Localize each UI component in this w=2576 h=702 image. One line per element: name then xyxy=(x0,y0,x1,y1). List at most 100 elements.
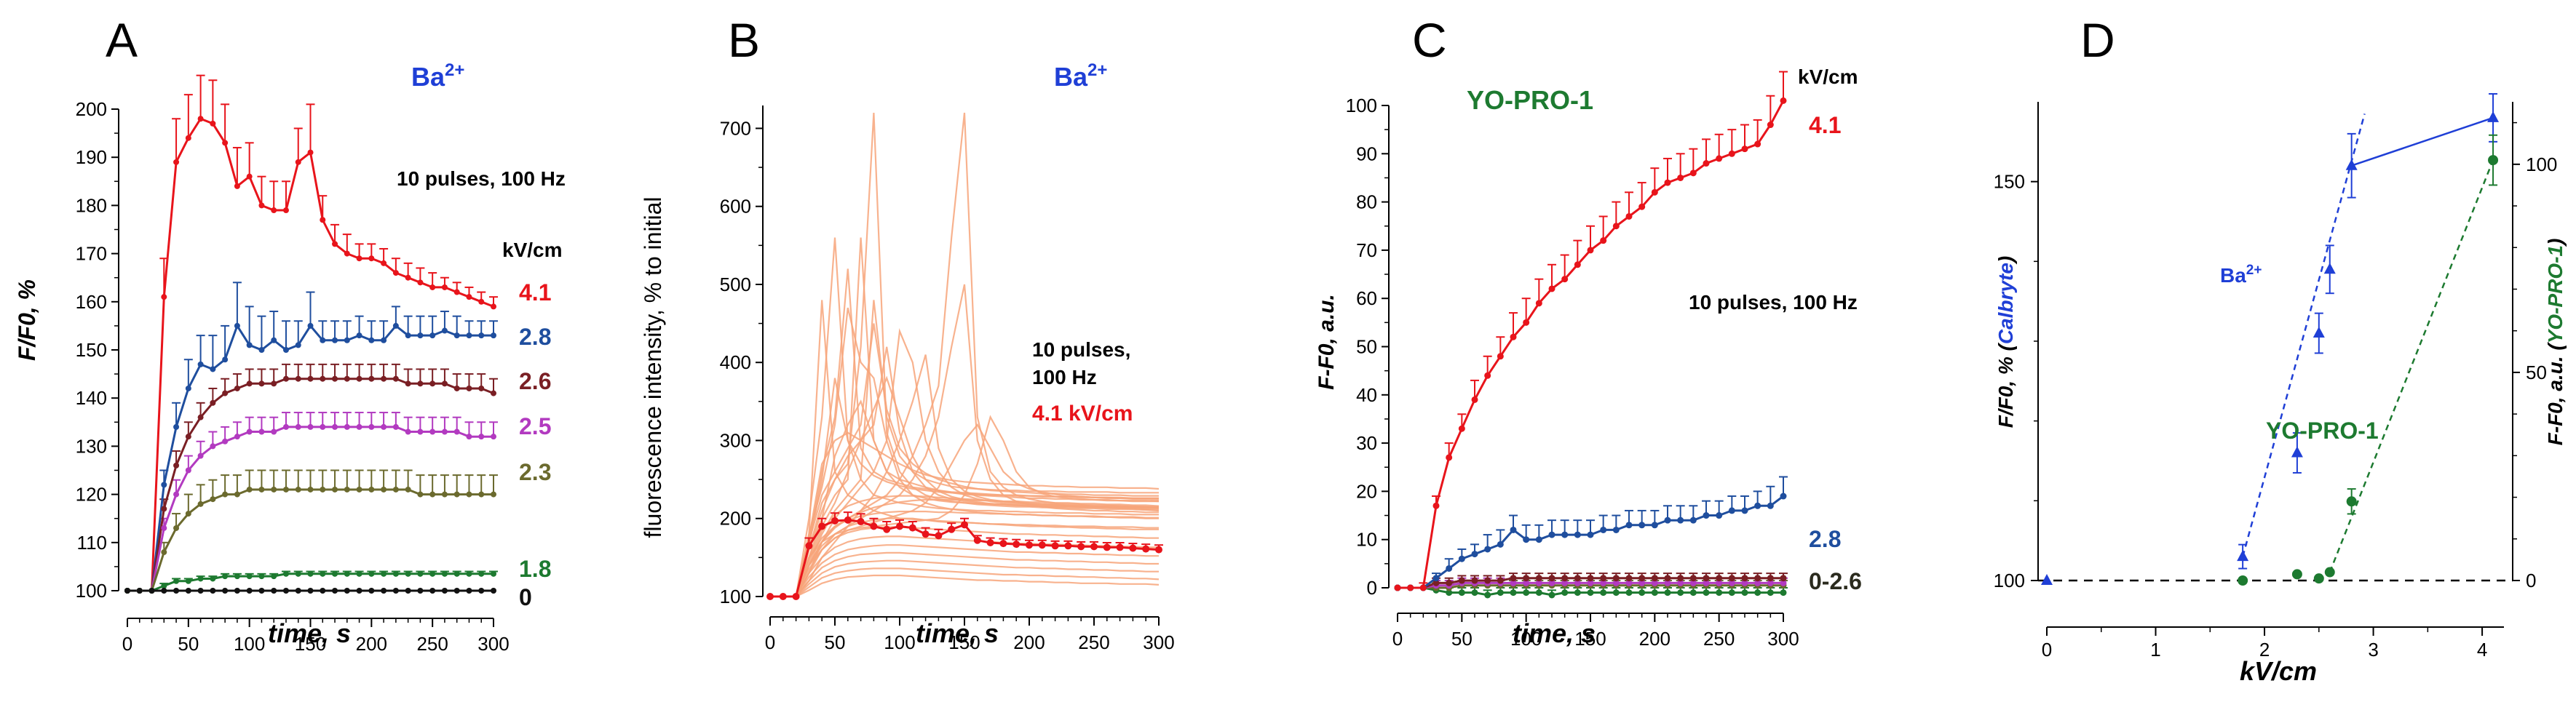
panel-c-series-2-5-point xyxy=(1716,579,1723,586)
panel-a-series-1-8-point xyxy=(271,573,277,580)
panel-c-y-tick-label: 40 xyxy=(1356,384,1377,406)
panel-a-series-2-8-point xyxy=(381,337,387,343)
panel-c-series-4-1-point xyxy=(1419,584,1427,591)
panel-a-series-1-8-point xyxy=(466,570,472,577)
panel-c-series-2-8-point xyxy=(1664,516,1671,524)
panel-b-mean-point xyxy=(935,532,943,540)
panel-b-protocol-line-1: 10 pulses, xyxy=(1032,338,1130,361)
panel-a-series-2-6-point xyxy=(246,380,253,387)
panel-c-axes: 0 50 100 150 200 250 300 0 10 20 30 40 50 60 70 80 90 100 xyxy=(1346,95,1799,650)
panel-a-series-2-3-point xyxy=(417,491,424,498)
panel-c-series-2-8-point xyxy=(1574,531,1581,538)
panel-a-series-1-8-point xyxy=(234,573,240,580)
panel-c-series-2-8-point xyxy=(1741,507,1748,514)
panel-b-mean-point xyxy=(831,516,839,524)
panel-a-series-4-1-point xyxy=(173,159,180,165)
panel-a-series-1-8-point xyxy=(478,570,485,577)
panel-a-x-tick-label: 150 xyxy=(295,633,326,655)
panel-c-series-4-1-point xyxy=(1625,212,1633,220)
panel-a-series-4-1-point xyxy=(246,173,253,180)
panel-a-y-tick-label: 110 xyxy=(77,532,107,554)
panel-a-series-2-5-point xyxy=(161,524,167,531)
panel-a-series-2-8-point xyxy=(320,337,326,343)
panel-a-series-2-8-point xyxy=(453,332,460,339)
panel-a-series-1-8-point xyxy=(295,570,301,577)
panel-b-y-axis-label: fluorescence intensity, % to initial xyxy=(640,197,666,538)
panel-a-series-0-point xyxy=(417,588,424,594)
panel-a-series-1-8-point xyxy=(368,570,375,577)
panel-c-y-tick-label: 10 xyxy=(1356,529,1377,551)
panel-a-series-0-point xyxy=(478,588,485,594)
panel-b-cell-trace xyxy=(770,378,1159,598)
panel-a-series-1-8-point xyxy=(161,583,167,589)
panel-c-series-2-6-point xyxy=(1612,575,1620,582)
panel-c-series-2-6-point xyxy=(1574,575,1581,582)
panel-c-x-axis-label: time, s xyxy=(1513,618,1596,648)
panel-a-series-2-6-point xyxy=(222,390,229,396)
panel-a-series-2-5-point xyxy=(429,428,436,435)
panel-a-series-0-point xyxy=(222,588,229,594)
panel-a-series-2-6-point xyxy=(466,385,472,391)
panel-d-right-y-axis-label: F-F0, a.u. (YO-PRO-1) xyxy=(2544,239,2567,446)
panel-a-series-2-3-point xyxy=(429,491,436,498)
panel-a-series-2-8-point xyxy=(222,356,229,363)
panel-c-series-4-1-point xyxy=(1574,261,1581,268)
panel-a-series-2-5-point xyxy=(222,438,229,444)
panel-c-series-2-6-point xyxy=(1767,575,1774,582)
panel-d-ba-point xyxy=(2291,446,2303,458)
panel-a-series-2-3-point xyxy=(320,486,326,492)
panel-a-series-label-0: 0 xyxy=(519,584,532,610)
panel-c-series-2-5-point xyxy=(1600,579,1607,586)
panel-a-series-4-1-point xyxy=(271,207,277,214)
panel-c-series-2-6-point xyxy=(1677,575,1684,582)
panel-b-mean-point xyxy=(896,522,903,530)
panel-a-series-2-5-point xyxy=(491,434,496,440)
panel-a-series-0-point xyxy=(344,588,350,594)
panel-c-x-tick-label: 200 xyxy=(1639,628,1671,650)
panel-a-series-2-5-point xyxy=(197,452,204,459)
panel-a-series-1-8-point xyxy=(392,570,399,577)
panel-a-series-4-1-point xyxy=(210,120,216,127)
panel-b-mean-point xyxy=(986,538,994,546)
panel-c-series-2-8-point xyxy=(1716,512,1723,519)
panel-a-x-axis-label: time, s xyxy=(268,618,351,648)
panel-a-series-4-1-point xyxy=(392,270,399,276)
panel-b-cell-trace xyxy=(770,431,1160,598)
panel-a-series-2-3-point xyxy=(210,496,216,503)
panel-a-series-4-1-point xyxy=(344,250,350,257)
panel-a-series-2-3-point xyxy=(356,486,362,492)
panel-c-series-2-5-point xyxy=(1767,579,1774,586)
panel-c-series-2-5-point xyxy=(1587,579,1594,586)
panel-b-cell-trace xyxy=(770,574,1160,598)
panel-d-x-axis-label: kV/cm xyxy=(2240,656,2317,686)
panel-a-series-2-8-point xyxy=(344,337,350,343)
panel-b-mean-point xyxy=(766,593,774,600)
panel-c-x-tick-label: 100 xyxy=(1510,628,1542,650)
panel-a-series-2-8-point xyxy=(356,332,362,339)
panel-a-series-2-5-point xyxy=(381,423,387,430)
panel-a-series-4-1-point xyxy=(332,241,338,247)
panel-a-series-2-8-point xyxy=(282,347,289,353)
panel-c-series-2-5-point xyxy=(1689,579,1697,586)
panel-c-series-4-1-point xyxy=(1689,169,1697,177)
panel-c-series-2-5-point xyxy=(1574,579,1581,586)
panel-a-y-tick-label: 100 xyxy=(76,580,107,602)
panel-a-series-2-6-point xyxy=(271,380,277,387)
panel-c-series-4-1-point xyxy=(1741,145,1748,153)
panel-c-series-2-8-point xyxy=(1780,492,1787,500)
panel-a-series-2-8-point xyxy=(161,482,167,488)
panel-a-series-2-8-point xyxy=(307,322,314,329)
panel-b-y-tick-label: 100 xyxy=(720,586,751,607)
panel-a-series-4-1-point xyxy=(295,159,301,165)
panel-c-series-2-6-point xyxy=(1600,575,1607,582)
panel-a-series-2-3-point xyxy=(441,491,448,498)
panel-d-data xyxy=(2041,93,2500,586)
panel-a-series-0-point xyxy=(429,588,436,594)
panel-c-series-4-1-point xyxy=(1716,155,1723,162)
panel-c-series-2-6-point xyxy=(1741,575,1748,582)
panel-a-series-2-6-point xyxy=(185,434,191,440)
panel-a-series-4-1-point xyxy=(185,135,191,141)
panel-a-series-label-2-6: 2.6 xyxy=(519,368,551,394)
panel-a-series-2-3-point xyxy=(307,486,314,492)
panel-a-series-2-8-point xyxy=(295,342,301,348)
